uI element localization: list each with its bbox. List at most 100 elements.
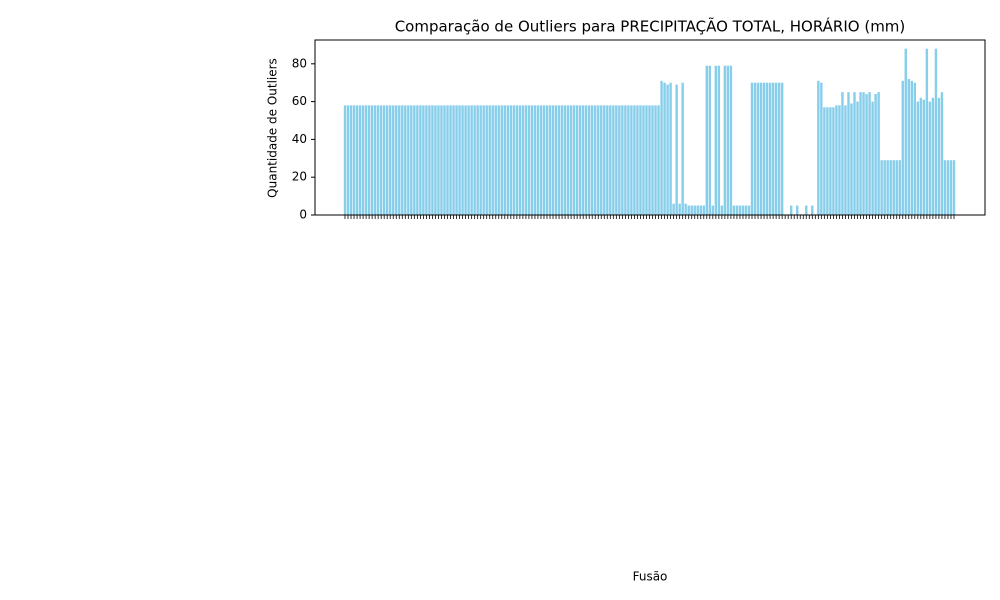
bar [615,105,618,215]
bar [422,105,425,215]
bar [871,101,874,215]
bar [862,92,865,215]
bar [847,92,850,215]
bar [455,105,458,215]
bar [413,105,416,215]
bar [494,105,497,215]
bar [735,205,739,215]
bar [482,105,485,215]
bar [690,205,693,215]
bar [753,82,757,215]
bar [898,160,901,215]
bar [946,160,950,215]
bar [796,205,799,215]
bar [738,205,742,215]
bar [591,105,594,215]
bar [449,105,452,215]
bar [584,105,588,215]
bar [612,105,615,215]
bar [416,105,419,215]
bar [503,105,506,215]
bar [597,105,600,215]
bar [419,105,422,215]
bar [639,105,642,215]
bar [741,205,745,215]
bar [823,107,826,215]
bar [524,105,528,215]
bar [621,105,624,215]
bar [578,105,582,215]
bar [693,205,696,215]
bar [518,105,522,215]
bar [820,82,823,215]
bar [925,48,929,216]
bar [530,105,534,215]
bar [910,80,913,215]
bar [747,205,751,215]
bar [515,105,519,215]
bar [708,65,712,216]
bar [566,105,570,215]
bar [600,105,603,215]
bar [687,205,690,215]
bar [940,92,944,215]
bar [349,105,353,215]
bar [343,105,347,215]
bar [389,105,392,215]
bar [443,105,446,215]
bar [874,94,877,215]
bar [669,82,672,215]
bar [844,105,847,215]
bar [609,105,612,215]
bar [398,105,401,215]
bar [777,82,781,215]
bar [500,105,503,215]
bar [892,160,895,215]
bar [527,105,531,215]
bar [509,105,513,215]
bar [554,105,558,215]
bar [699,205,702,215]
bar [931,97,935,215]
x-axis-label: Fusão [633,570,668,584]
bar [603,105,606,215]
bar [557,105,561,215]
bar [648,105,651,215]
bar [660,80,663,215]
bar [548,105,552,215]
bar [506,105,510,215]
bar [382,105,386,215]
bar [461,105,464,215]
bar [859,92,862,215]
bar [476,105,479,215]
bar [431,105,434,215]
bar [645,105,648,215]
bar [702,205,705,215]
bar [440,105,443,215]
bar [805,205,808,215]
bar [943,160,947,215]
bar [539,105,543,215]
bar [765,82,769,215]
bar [467,105,470,215]
bar [560,105,564,215]
chart-title: Comparação de Outliers para PRECIPITAÇÃO… [395,17,906,36]
bar [358,105,362,215]
bar [572,105,576,215]
bar [533,105,537,215]
bar [428,105,431,215]
bar [630,105,633,215]
bar [774,82,778,215]
bar [771,82,775,215]
plot-frame [314,39,986,216]
y-tick-label: 80 [292,56,307,70]
bar [627,105,630,215]
bar [410,105,413,215]
bar [651,105,654,215]
bar [901,80,904,215]
bar [723,65,727,216]
bar [542,105,546,215]
bar [732,205,736,215]
bar [361,105,365,215]
bar [729,65,733,216]
